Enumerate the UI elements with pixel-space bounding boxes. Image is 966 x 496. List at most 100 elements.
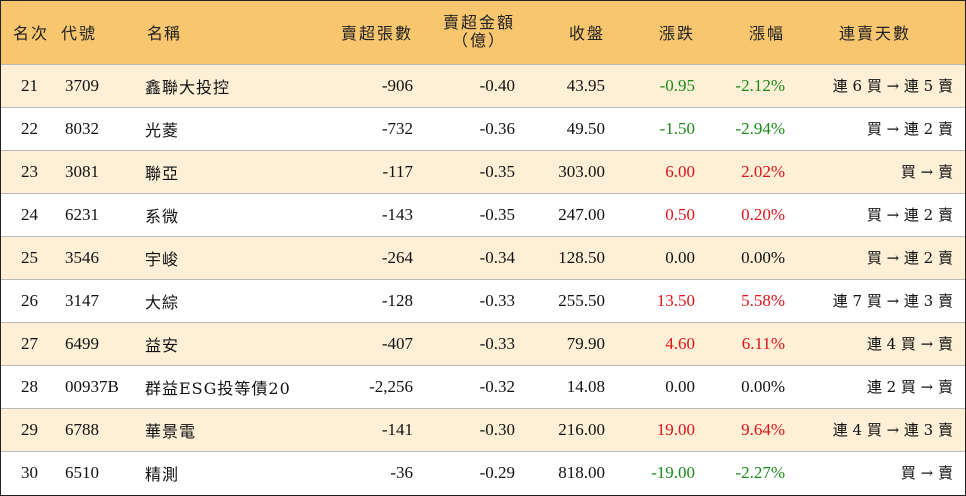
header-change[interactable]: 漲跌 xyxy=(658,24,695,44)
header-name[interactable]: 名稱 xyxy=(147,24,182,44)
cell-sell-amount: -0.36 xyxy=(479,118,515,138)
cell-close: 14.08 xyxy=(566,376,605,396)
header-rank[interactable]: 名次 xyxy=(13,24,50,44)
cell-days: 連 6 買 → 連 5 賣 xyxy=(832,77,953,95)
cell-sell-amount: -0.35 xyxy=(479,204,515,224)
cell-close: 303.00 xyxy=(558,161,605,181)
cell-rank: 25 xyxy=(21,247,38,267)
cell-sell-amount: -0.34 xyxy=(479,247,515,267)
cell-change: 4.60 xyxy=(665,333,695,353)
cell-name: 系微 xyxy=(145,206,180,226)
table-row[interactable]: 28 00937B 群益ESG投等債20 -2,256 -0.32 14.08 0.00 0.… xyxy=(1,365,965,408)
cell-days: 買 → 連 2 賣 xyxy=(866,249,953,267)
table-row[interactable]: 23 3081 聯亞 -117 -0.35 303.00 6.00 2.02% 買 → 賣 xyxy=(1,150,965,193)
table-header: 名次 代號 名稱 賣超張數 賣超金額 （億） 收盤 漲跌 漲幅 連賣天數 xyxy=(1,1,965,64)
cell-pct: 2.02% xyxy=(741,161,785,181)
cell-pct: -2.27% xyxy=(735,462,785,482)
cell-sell-amount: -0.35 xyxy=(479,161,515,181)
table-row[interactable]: 21 3709 鑫聯大投控 -906 -0.40 43.95 -0.95 -2.12% 連 6 … xyxy=(1,64,965,107)
table-row[interactable]: 26 3147 大綜 -128 -0.33 255.50 13.50 5.58% 連 7 買 →… xyxy=(1,279,965,322)
table-row[interactable]: 22 8032 光菱 -732 -0.36 49.50 -1.50 -2.94% 買 → 連 2… xyxy=(1,107,965,150)
table-row[interactable]: 30 6510 精測 -36 -0.29 818.00 -19.00 -2.27% 買 → 賣 xyxy=(1,451,965,494)
cell-code: 6499 xyxy=(65,333,99,353)
cell-sell-lots: -117 xyxy=(382,161,413,181)
cell-name: 大綜 xyxy=(145,292,180,312)
cell-pct: 9.64% xyxy=(741,419,785,439)
cell-rank: 27 xyxy=(21,333,38,353)
cell-close: 128.50 xyxy=(558,247,605,267)
table-body: 21 3709 鑫聯大投控 -906 -0.40 43.95 -0.95 -2.12% 連 6 … xyxy=(1,64,965,494)
cell-sell-amount: -0.40 xyxy=(479,75,515,95)
cell-days: 買 → 連 2 賣 xyxy=(866,206,953,224)
cell-name: 精測 xyxy=(145,464,180,484)
cell-name: 宇峻 xyxy=(145,249,180,269)
header-pct[interactable]: 漲幅 xyxy=(748,24,785,44)
header-sell-amount[interactable]: 賣超金額 （億） xyxy=(413,1,515,64)
cell-rank: 24 xyxy=(21,204,38,224)
header-sell-amount-unit: （億） xyxy=(451,31,506,51)
cell-sell-lots: -906 xyxy=(381,75,413,95)
table-row[interactable]: 24 6231 系微 -143 -0.35 247.00 0.50 0.20% 買 → 連 2 … xyxy=(1,193,965,236)
cell-rank: 21 xyxy=(21,75,38,95)
cell-pct: 0.00% xyxy=(741,376,785,396)
cell-rank: 23 xyxy=(21,161,38,181)
table-row[interactable]: 25 3546 宇峻 -264 -0.34 128.50 0.00 0.00% 買 → 連 2 … xyxy=(1,236,965,279)
cell-sell-lots: -143 xyxy=(381,204,413,224)
cell-sell-lots: -36 xyxy=(390,462,413,482)
cell-close: 49.50 xyxy=(566,118,605,138)
cell-days: 買 → 連 2 賣 xyxy=(866,120,953,138)
cell-code: 8032 xyxy=(65,118,99,138)
cell-pct: 5.58% xyxy=(741,290,785,310)
cell-pct: 6.11% xyxy=(741,333,785,353)
cell-sell-lots: -264 xyxy=(381,247,413,267)
cell-sell-lots: -2,256 xyxy=(369,376,413,396)
cell-sell-lots: -141 xyxy=(381,419,413,439)
cell-days: 買 → 賣 xyxy=(900,464,953,483)
cell-sell-amount: -0.29 xyxy=(479,462,515,482)
cell-change: 0.00 xyxy=(665,376,695,396)
cell-sell-amount: -0.30 xyxy=(479,419,515,439)
cell-change: 13.50 xyxy=(656,290,695,310)
cell-rank: 29 xyxy=(21,419,38,439)
cell-code: 6788 xyxy=(65,419,99,439)
cell-change: -1.50 xyxy=(659,118,695,138)
cell-sell-amount: -0.33 xyxy=(479,333,515,353)
header-code[interactable]: 代號 xyxy=(61,24,98,44)
cell-sell-amount: -0.33 xyxy=(479,290,515,310)
header-days[interactable]: 連賣天數 xyxy=(838,24,911,44)
cell-change: 6.00 xyxy=(665,161,695,181)
cell-days: 連 4 買 → 賣 xyxy=(866,335,953,353)
cell-code: 3546 xyxy=(65,247,99,267)
cell-days: 連 2 買 → 賣 xyxy=(866,378,953,396)
table-row[interactable]: 29 6788 華景電 -141 -0.30 216.00 19.00 9.64% 連 4 買 … xyxy=(1,408,965,451)
header-sell-amount-label: 賣超金額 xyxy=(442,13,515,33)
cell-sell-amount: -0.32 xyxy=(479,376,515,396)
table-row[interactable]: 27 6499 益安 -407 -0.33 79.90 4.60 6.11% 連 4 買 → 賣 xyxy=(1,322,965,365)
cell-sell-lots: -732 xyxy=(381,118,413,138)
header-close[interactable]: 收盤 xyxy=(568,24,605,44)
cell-change: 0.00 xyxy=(665,247,695,267)
cell-change: 0.50 xyxy=(665,204,695,224)
cell-days: 連 4 買 → 連 3 賣 xyxy=(832,421,953,439)
cell-change: -0.95 xyxy=(659,75,695,95)
cell-name: 光菱 xyxy=(145,120,180,140)
cell-name: 益安 xyxy=(145,335,180,355)
cell-name: 群益ESG投等債20 xyxy=(145,378,291,398)
cell-close: 79.90 xyxy=(566,333,605,353)
cell-code: 00937B xyxy=(65,376,119,396)
cell-code: 6510 xyxy=(65,462,99,482)
cell-sell-lots: -407 xyxy=(381,333,413,353)
cell-change: 19.00 xyxy=(656,419,695,439)
cell-days: 買 → 賣 xyxy=(900,163,953,181)
cell-code: 3147 xyxy=(65,290,99,310)
cell-code: 3081 xyxy=(65,161,99,181)
cell-close: 216.00 xyxy=(558,419,605,439)
cell-change: -19.00 xyxy=(651,462,695,482)
cell-name: 聯亞 xyxy=(145,163,180,183)
header-row: 名次 代號 名稱 賣超張數 賣超金額 （億） 收盤 漲跌 漲幅 連賣天數 xyxy=(1,1,965,64)
cell-pct: 0.00% xyxy=(741,247,785,267)
cell-days: 連 7 買 → 連 3 賣 xyxy=(832,292,953,310)
header-sell-lots[interactable]: 賣超張數 xyxy=(340,24,413,44)
